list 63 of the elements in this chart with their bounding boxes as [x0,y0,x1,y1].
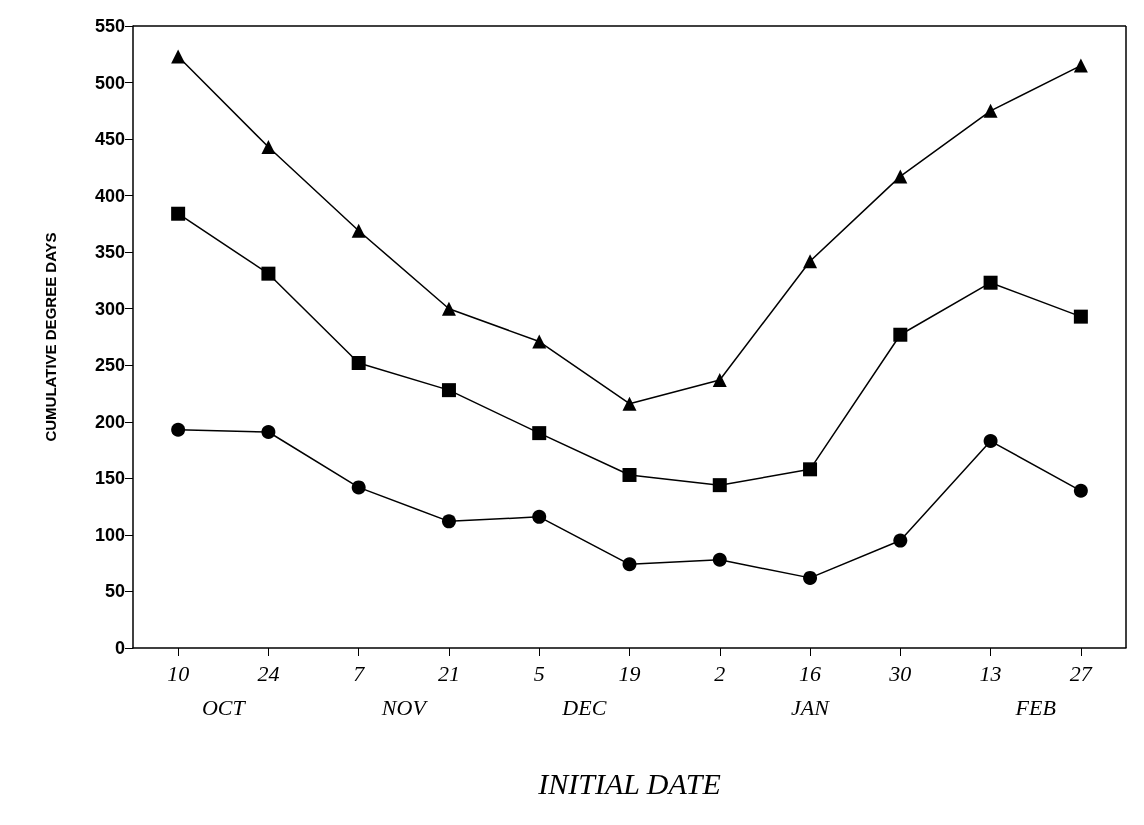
point [441,383,456,398]
point [622,467,637,482]
x-tick-label: 30 [888,660,912,686]
point [261,140,276,155]
y-tick-label: 250 [94,355,125,376]
point [712,478,727,493]
text: NOV [380,694,429,720]
point [893,533,908,548]
y-tick-label: 0 [114,638,125,658]
point [803,570,818,585]
x-tick-label: 10 [167,660,190,686]
x-tick-label: 27 [1069,660,1093,686]
point [893,327,908,342]
x-tick-label: 5 [533,660,545,686]
y-tick-label: 450 [94,129,125,150]
point [171,206,186,221]
point [1073,483,1088,498]
point [171,422,186,437]
point [532,426,547,441]
text: DEC [561,694,607,720]
point [622,396,637,411]
x-tick-label: 16 [799,660,822,686]
text: FEB [1014,694,1056,720]
x-tick-label: 24 [257,660,280,686]
x-tick-label: 13 [979,660,1002,686]
point [261,425,276,439]
point [351,356,366,371]
point [983,275,998,290]
point [261,266,276,281]
point [351,480,366,495]
point [351,223,366,238]
text: OCT [201,694,247,720]
point [1073,309,1088,324]
point [803,254,818,269]
point [622,557,637,572]
point [1073,58,1088,73]
point [712,552,727,567]
x-tick-label: 19 [618,660,641,686]
point [893,169,908,184]
point [803,462,818,477]
y-tick-label: 350 [94,242,125,263]
y-tick-label: 550 [94,16,125,36]
y-tick-label: 300 [94,298,125,319]
text: JAN [791,694,831,720]
point [441,301,456,316]
point [171,49,186,64]
y-tick-label: 50 [104,581,125,602]
y-tick-label: 500 [94,72,125,93]
y-axis-title: CUMULATIVE DEGREE DAYS [42,232,59,442]
point [712,372,727,387]
y-tick-label: 100 [94,524,125,545]
y-tick-label: 400 [94,185,125,206]
x-tick-label: 7 [353,660,366,686]
y-tick-label: 200 [94,411,125,432]
point [532,509,547,524]
point [532,334,547,349]
x-tick-label: 2 [714,660,726,686]
y-tick-label: 150 [94,468,125,489]
point [983,434,998,449]
point [983,103,998,118]
x-tick-label: 21 [437,660,460,686]
point [441,514,456,529]
x-axis-title: INITIAL DATE [537,766,721,800]
